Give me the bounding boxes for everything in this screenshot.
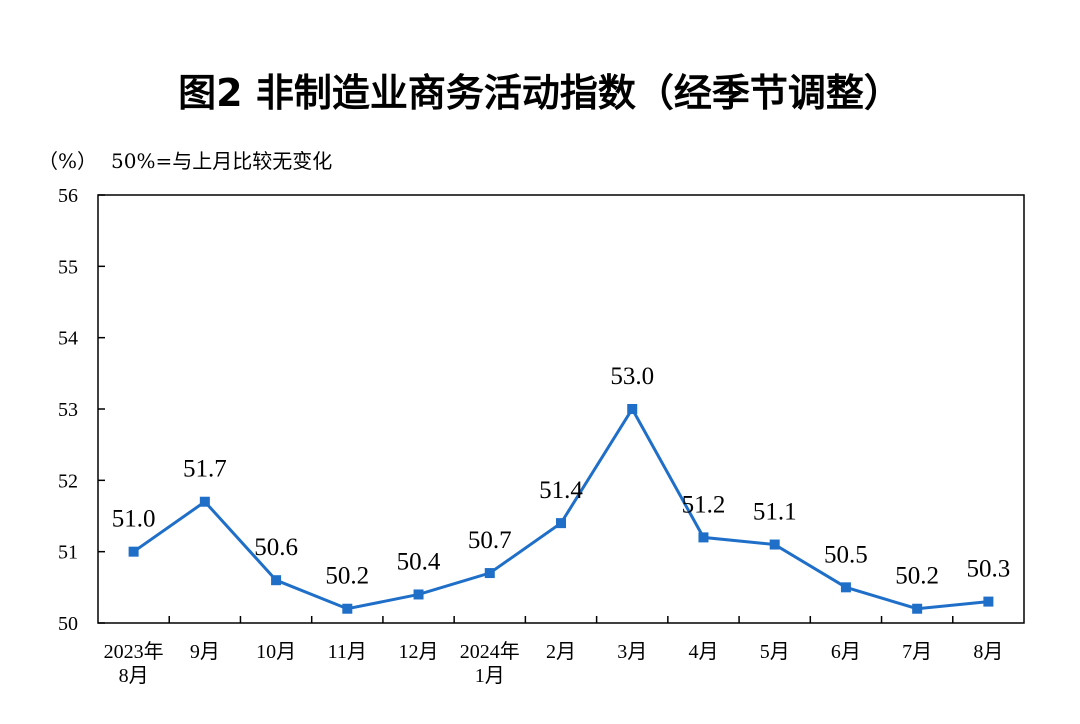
x-tick-label: 6月	[831, 641, 861, 663]
x-tick-label: 5月	[760, 641, 790, 663]
data-label: 51.2	[682, 491, 726, 518]
y-tick-label: 53	[58, 399, 78, 421]
x-tick-label: 2月	[546, 641, 576, 663]
y-tick-label: 55	[58, 256, 78, 278]
data-point	[912, 603, 923, 614]
plot-frame	[97, 194, 1025, 624]
x-tick-label: 12月	[399, 641, 439, 663]
x-tick-label: 4月	[688, 641, 718, 663]
data-label: 50.6	[254, 534, 298, 561]
data-point	[128, 546, 139, 557]
data-point	[983, 596, 994, 607]
data-point	[840, 582, 851, 593]
y-tick-label: 50	[58, 613, 78, 635]
y-tick-label: 54	[58, 328, 78, 350]
data-label: 50.4	[397, 548, 441, 575]
x-tick-label: 7月	[902, 641, 932, 663]
data-point	[199, 496, 210, 507]
data-point	[698, 532, 709, 543]
chart-title: 图2 非制造业商务活动指数（经季节调整）	[178, 71, 902, 115]
chart-subtitle: （%） 50%=与上月比较无变化	[38, 145, 332, 174]
data-point	[484, 568, 495, 579]
data-point	[556, 518, 566, 529]
data-point	[413, 589, 424, 600]
data-point	[271, 575, 282, 586]
data-labels: 51.0 51.7 50.6 50.2 50.4 50.7 51.4 53.0 51.2 51.1…	[112, 363, 1011, 590]
x-axis: 2023年 8月 9月 10月 11月 12月 2024年 1月 2月 3月 4月 5月 6月 7月 8月	[104, 616, 1003, 687]
baseline-note: 50%=与上月比较无变化	[111, 149, 333, 173]
data-label: 50.2	[895, 563, 939, 590]
x-tick-label: 10月	[256, 641, 296, 663]
x-tick-label: 2023年 8月	[104, 640, 164, 687]
data-label: 53.0	[610, 363, 654, 390]
x-tick-label: 9月	[190, 641, 220, 663]
data-label: 51.7	[183, 456, 227, 483]
data-label: 50.3	[967, 556, 1011, 583]
y-tick-label: 51	[58, 542, 78, 564]
y-axis: 50 51 52 53 54 55 56	[58, 185, 105, 635]
data-label: 51.1	[753, 499, 797, 526]
data-point	[342, 603, 353, 614]
y-tick-label: 52	[58, 470, 78, 492]
data-label: 51.0	[112, 506, 156, 533]
data-label: 51.4	[539, 477, 583, 504]
x-tick-label: 8月	[973, 641, 1003, 663]
data-label: 50.5	[824, 541, 868, 568]
data-label: 50.2	[325, 563, 369, 590]
x-tick-label: 3月	[617, 641, 647, 663]
data-label: 50.7	[468, 527, 512, 554]
y-tick-label: 56	[58, 185, 78, 207]
x-tick-label: 11月	[328, 641, 367, 663]
series-line	[132, 406, 989, 611]
data-point	[627, 404, 638, 414]
unit-label: （%）	[38, 149, 98, 173]
x-tick-label: 2024年 1月	[460, 640, 520, 687]
series-markers	[128, 404, 994, 614]
data-point	[769, 539, 780, 550]
